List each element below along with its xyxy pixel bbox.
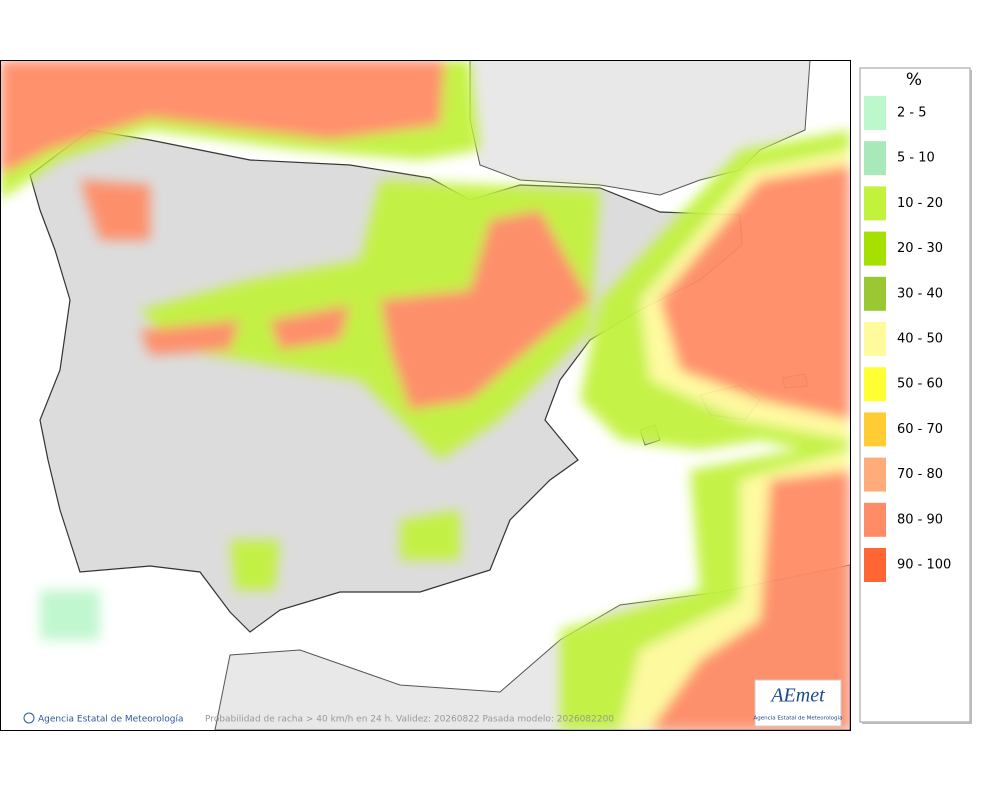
logo-box xyxy=(754,679,842,727)
legend-title: % xyxy=(906,70,922,90)
legend-swatch xyxy=(864,141,886,176)
legend-label: 2 - 5 xyxy=(897,106,927,121)
legend-label: 10 - 20 xyxy=(897,196,943,211)
legend-swatch xyxy=(864,231,886,266)
legend-label: 5 - 10 xyxy=(897,151,935,166)
legend-label: 80 - 90 xyxy=(897,512,943,527)
legend-label: 70 - 80 xyxy=(897,467,943,482)
legend-label: 60 - 70 xyxy=(897,422,943,437)
caption: Probabilidad de racha > 40 km/h en 24 h.… xyxy=(205,715,614,725)
legend-label: 90 - 100 xyxy=(897,558,951,573)
copyright-icon xyxy=(23,712,35,724)
map-frame xyxy=(0,60,851,731)
legend-swatch xyxy=(864,276,886,311)
france xyxy=(469,60,811,196)
legend-swatch xyxy=(864,367,886,402)
legend-swatch xyxy=(864,186,886,221)
logo-subtitle: Agencia Estatal de Meteorología xyxy=(754,715,843,722)
logo-text: AEmet xyxy=(769,685,825,707)
legend-label: 50 - 60 xyxy=(897,377,943,392)
legend-label: 30 - 40 xyxy=(897,286,943,301)
legend-label: 20 - 30 xyxy=(897,241,943,256)
legend-swatch xyxy=(864,502,886,537)
credit: Agencia Estatal de Meteorología xyxy=(38,715,184,725)
legend-swatch xyxy=(864,457,886,492)
legend-swatch xyxy=(864,412,886,447)
legend-swatch xyxy=(864,322,886,356)
legend-swatch xyxy=(864,548,886,582)
legend-label: 40 - 50 xyxy=(897,332,943,347)
legend-items: 2 - 5 5 - 10 10 - 20 20 - 30 30 - 40 40 - 50 5… xyxy=(864,96,951,582)
map xyxy=(0,60,850,730)
legend-swatch xyxy=(864,96,886,130)
probability-field xyxy=(0,60,850,730)
